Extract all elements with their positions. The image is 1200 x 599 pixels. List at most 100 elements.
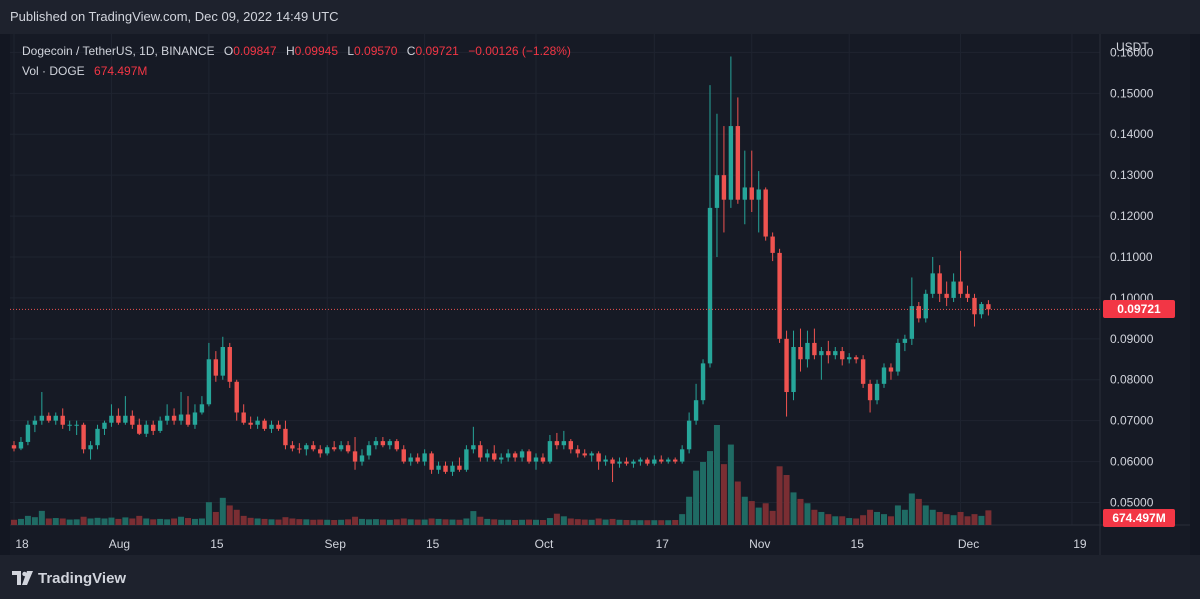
change-value: −0.00126 (−1.28%) [468,44,571,58]
candle-body [338,445,344,450]
candle-body [60,415,65,425]
candle-body [847,357,852,360]
volume-bar [185,518,191,525]
candle-body [304,445,309,450]
volume-bar [526,519,533,525]
candle-body [972,297,977,315]
candle-body [763,189,768,237]
candle-body [109,415,114,423]
volume-bar [860,515,867,525]
volume-bar [477,516,484,525]
volume-bar [136,515,143,525]
volume-bar [686,496,693,525]
volume-bar [484,518,491,525]
candle-body [700,363,706,401]
candle-body [937,273,942,294]
volume-bar [463,518,470,525]
volume-bar [303,519,310,525]
candle-body [582,453,587,456]
volume-bar [247,517,254,525]
volume-bar [971,514,978,525]
candle-body [645,459,650,464]
volume-bar [338,519,345,525]
x-tick-label: Aug [109,537,130,551]
candle-body [561,441,567,446]
volume-bar [943,514,950,525]
candle-body [241,412,246,423]
volume-bar [894,505,901,525]
volume-bar [964,516,971,525]
volume-bar [679,514,686,525]
symbol-title[interactable]: Dogecoin / TetherUS, 1D, BINANCE [22,44,215,58]
volume-bar [470,511,477,525]
candle-body [436,465,441,470]
volume-bar [171,518,178,525]
low-label: L [347,44,355,58]
volume-bar [846,518,853,525]
volume-bar [630,520,637,525]
volume-bar [874,511,881,525]
candle-body [255,420,260,425]
volume-bar [365,519,372,525]
candle-body [25,424,31,442]
candle-body [123,415,128,423]
volume-label[interactable]: Vol · DOGE [22,64,85,78]
volume-bar [282,517,289,525]
last-price-tag: 0.09721 [1103,300,1175,319]
volume-bar [922,505,929,525]
candle-body [464,449,469,470]
volume-bar [741,496,748,525]
volume-bar [17,518,24,525]
candle-body [387,441,393,446]
volume-bar [574,519,581,525]
x-tick-label: Sep [325,537,347,551]
candle-body [262,420,267,429]
candlestick-chart[interactable]: 0.16000 0.15000 0.14000 0.13000 0.12000 0.110… [10,34,1190,555]
candle-body [840,351,845,360]
volume-bar [143,518,150,525]
volume-bar [901,509,908,525]
tradingview-logo-icon [12,571,33,585]
volume-bar [665,520,672,525]
candle-body [867,383,873,401]
y-tick-label: 0.05000 [1110,495,1154,509]
candle-body [450,465,455,472]
candle-body [164,415,170,421]
candle-body [151,424,156,431]
candle-body [227,347,232,382]
volume-bar [164,519,171,525]
open-label: O [223,44,234,58]
volume-bar [87,518,94,525]
tradingview-logo[interactable]: TradingView [12,570,126,587]
volume-bar [936,511,943,525]
volume-bar [811,509,818,525]
candle-body [213,359,219,376]
candle-body [749,187,754,200]
volume-bar [372,519,379,525]
candle-body [589,453,594,456]
volume-bar [52,518,59,525]
open-value: 0.09847 [233,44,277,58]
candle-body [95,428,100,446]
volume-bar [783,475,790,525]
candle-body [951,281,956,298]
volume-bar [498,519,505,525]
volume-bar [268,519,275,525]
volume-bar [853,518,860,525]
candle-body [53,415,58,421]
candle-body [269,424,274,429]
volume-bar [310,519,317,525]
candle-body [192,412,198,425]
y-tick-label: 0.11000 [1110,250,1153,264]
chart-area[interactable]: 0.16000 0.15000 0.14000 0.13000 0.12000 0.110… [10,34,1190,555]
candle-body [401,449,406,462]
candle-body [540,457,546,462]
volume-bar [435,518,442,525]
volume-bar [254,518,261,525]
candle-body [930,273,935,294]
volume-bar [45,518,52,525]
volume-bar [449,519,456,525]
candle-body [234,381,239,413]
volume-bar [456,519,463,525]
volume-bar [101,518,108,525]
